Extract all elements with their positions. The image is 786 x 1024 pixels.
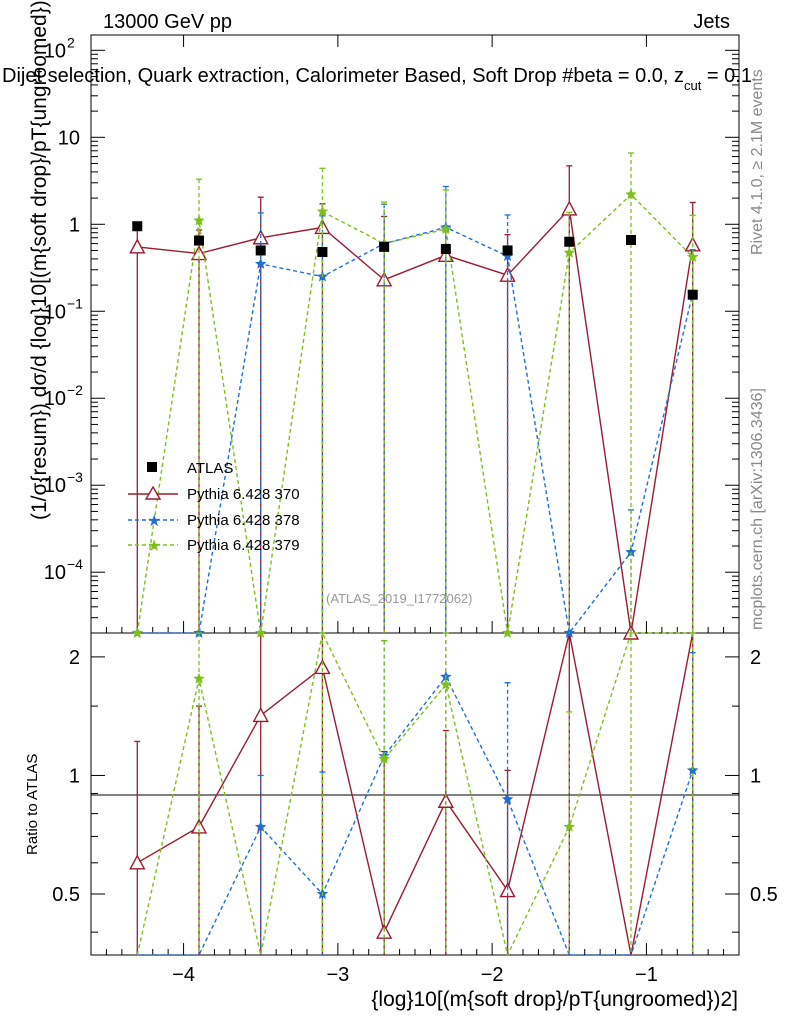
ratio-marker-p379 [378, 753, 390, 764]
watermark: (ATLAS_2019_I1772062) [326, 591, 472, 606]
x-axis-label: {log}10[(m{soft drop}/pT{ungroomed})2] [371, 988, 738, 1011]
ratio-marker-p379 [193, 672, 205, 684]
legend-marker-p379: ★ [147, 538, 161, 555]
ratio-marker-p370 [314, 659, 331, 675]
marker-atlas [379, 241, 390, 252]
marker-atlas [317, 247, 328, 258]
marker-p379 [501, 627, 514, 638]
ratio-marker-p379 [440, 678, 452, 690]
y-main-tick-exponent: −2 [67, 382, 83, 398]
series-layer [129, 152, 701, 958]
ratio-line-p378 [137, 675, 694, 956]
header-right: Jets [693, 11, 730, 33]
ratio-plot-frame [90, 632, 740, 956]
legend-marker-atlas [147, 462, 157, 472]
marker-atlas [440, 243, 451, 254]
series-line-p370 [137, 207, 694, 634]
marker-p379 [625, 188, 637, 200]
y-main-tick-label: 10 [44, 40, 66, 62]
mcplots-label: mcplots.cern.ch [arXiv:1306.3436] [749, 388, 766, 630]
marker-p379 [687, 251, 699, 262]
marker-atlas [626, 234, 636, 245]
marker-atlas [194, 235, 204, 246]
marker-p378 [255, 257, 267, 269]
marker-atlas [502, 245, 513, 256]
ratio-line-p379 [136, 630, 693, 958]
ratio-marker-p378 [255, 820, 267, 832]
y-main-tick-label: 10 [44, 301, 66, 323]
marker-p379 [193, 214, 205, 226]
marker-p379 [440, 223, 452, 234]
series-line-p379 [136, 193, 694, 634]
ratio-marker-p379 [563, 820, 575, 832]
legend: ATLAS Pythia 6.428 370 ★ Pythia 6.428 37… [128, 460, 300, 555]
y-main-tick-label: 1 [69, 214, 80, 236]
marker-p379 [255, 627, 267, 638]
legend-label-atlas: ATLAS [187, 460, 233, 477]
y-ratio-tick-label: 0.5 [52, 884, 80, 906]
legend-label-p378: Pythia 6.428 378 [187, 512, 300, 529]
marker-p379 [563, 246, 575, 258]
plot-title: Dijet selection, Quark extraction, Calor… [2, 65, 752, 93]
header-left: 13000 GeV pp [103, 11, 232, 33]
x-tick-label: −2 [481, 964, 504, 986]
y-main-tick-exponent: −1 [67, 295, 83, 311]
rivet-label: Rivet 4.1.0, ≥ 2.1M events [749, 69, 766, 255]
marker-p370 [129, 238, 146, 254]
ratio-marker-p370 [437, 792, 455, 808]
y-main-tick-exponent: −3 [67, 469, 83, 485]
y-main-tick-label: 10 [44, 388, 66, 410]
y-ratio-tick-label-right: 0.5 [750, 884, 778, 906]
y-main-tick-exponent: −4 [67, 556, 83, 572]
y-main-tick-label: 10 [44, 475, 66, 497]
y-main-tick-exponent: 2 [67, 34, 75, 50]
marker-atlas [687, 289, 698, 300]
y-axis-main-label: (1/σ{resum}) dσ/d {log}10[(m{soft drop}/… [28, 0, 51, 520]
y-main-tick-label: 10 [44, 562, 66, 584]
y-ratio-tick-label: 1 [69, 765, 80, 787]
ratio-marker-p370 [252, 707, 269, 723]
y-ratio-tick-label-right: 1 [750, 765, 761, 787]
x-tick-label: −1 [635, 964, 658, 986]
y-main-tick-label: 10 [58, 127, 80, 149]
x-tick-label: −4 [172, 964, 195, 986]
marker-p378 [625, 546, 637, 557]
y-ratio-tick-label-right: 2 [750, 647, 761, 669]
marker-p379 [131, 627, 143, 638]
ratio-line-p370 [136, 632, 694, 956]
marker-atlas [564, 236, 575, 247]
legend-label-p370: Pythia 6.428 370 [187, 486, 300, 503]
marker-atlas [255, 245, 266, 256]
legend-marker-p378: ★ [147, 513, 161, 530]
legend-marker-p370 [144, 485, 162, 500]
y-axis-ratio-label: Ratio to ATLAS [24, 754, 41, 855]
ratio-marker-p378 [501, 793, 514, 805]
legend-label-p379: Pythia 6.428 379 [187, 537, 300, 554]
marker-p378 [501, 250, 514, 261]
y-ratio-tick-label: 2 [69, 647, 80, 669]
marker-p379 [316, 205, 329, 217]
marker-atlas [132, 221, 143, 232]
series-line-p378 [137, 226, 694, 635]
ratio-marker-p370 [129, 854, 146, 870]
x-tick-label: −3 [326, 964, 349, 986]
